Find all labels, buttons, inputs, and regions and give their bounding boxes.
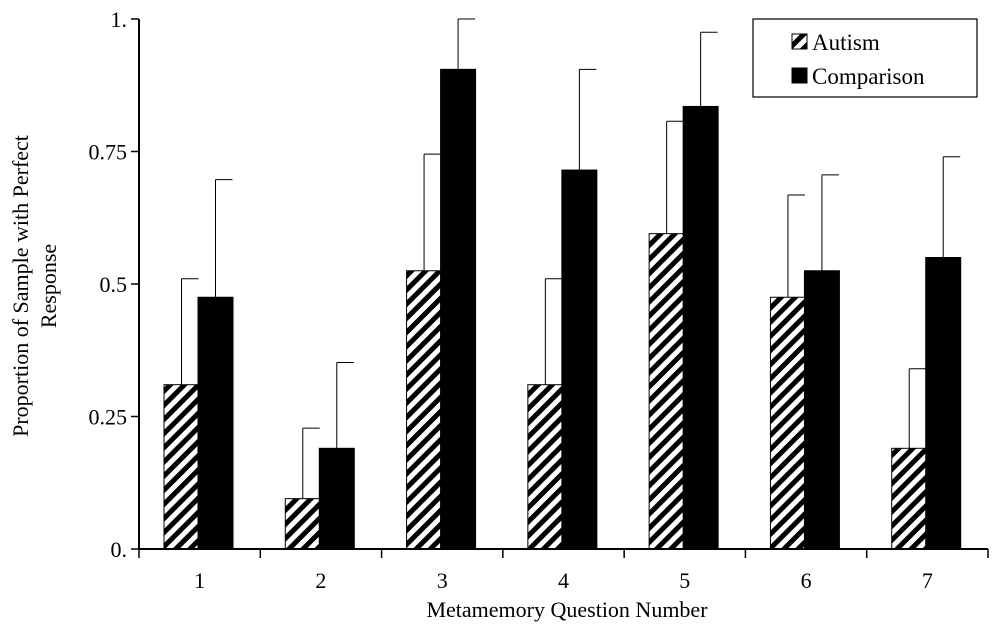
bar-comparison-q6 [803,270,840,550]
plot-area: 0. 0.25 0.5 0.75 1. 1 2 3 4 5 6 7 [89,7,989,593]
bar-autism-q7 [891,447,928,550]
y-tick-label: 1. [111,7,128,32]
x-tick-label: 4 [558,568,569,593]
bar-comparison-q3 [440,68,477,550]
bar-autism-q6 [769,296,806,550]
y-axis-title-line-2: Response [36,244,61,328]
bar-autism-q2 [284,498,321,550]
x-tick-label: 2 [315,568,326,593]
bar-autism-q3 [406,270,443,550]
x-tick-label: 1 [194,568,205,593]
legend: Autism Comparison [752,18,978,98]
bar-comparison-q1 [197,296,234,550]
bar-autism-q4 [527,384,564,550]
legend-label-autism: Autism [812,30,880,55]
y-tick-label: 0. [111,537,128,562]
bar-autism-q1 [163,384,200,550]
x-axis-title: Metamemory Question Number [426,597,708,622]
bar-comparison-q5 [682,105,719,550]
y-tick-label: 0.75 [89,140,128,165]
legend-box [752,18,978,98]
y-tick-label: 0.25 [89,405,128,430]
bar-comparison-q2 [318,447,355,550]
legend-swatch-autism [791,33,808,50]
y-axis-title-line-1: Proportion of Sample with Perfect [8,135,33,437]
legend-label-comparison: Comparison [812,64,925,89]
x-tick-label: 3 [437,568,448,593]
bar-comparison-q4 [561,169,598,550]
x-tick-label: 6 [801,568,812,593]
bar-autism-q5 [648,233,685,550]
y-tick-label: 0.5 [100,272,128,297]
x-tick-label: 7 [922,568,933,593]
legend-swatch-comparison [791,67,808,84]
y-axis-title: Proportion of Sample with Perfect Respon… [8,135,61,437]
x-tick-label: 5 [679,568,690,593]
bar-comparison-q7 [925,257,962,550]
